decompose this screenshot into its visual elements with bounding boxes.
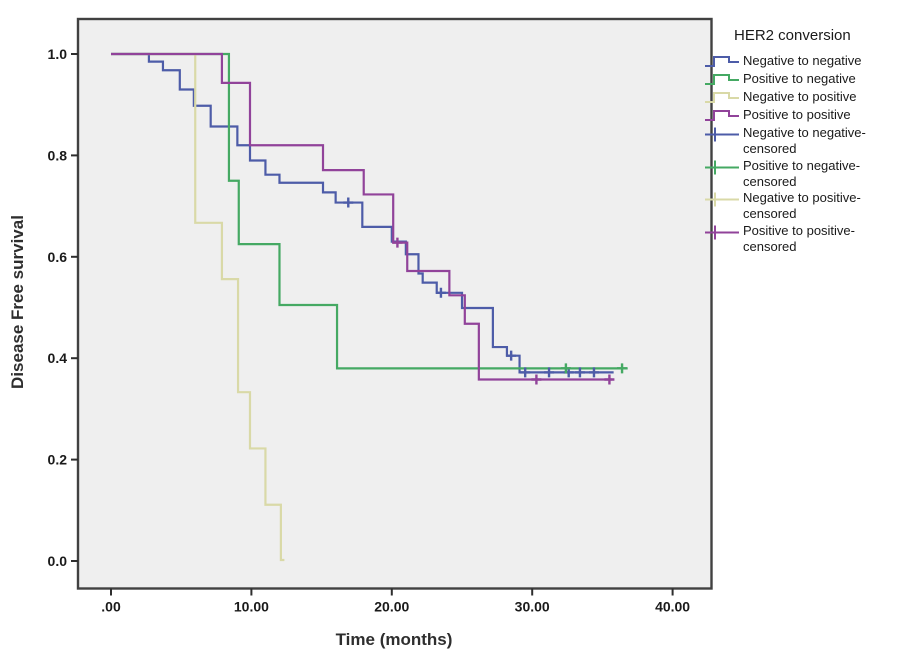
censor-mark-positive-to-positive [392, 237, 403, 248]
legend-item-label: Positive to positive-censored [743, 223, 855, 255]
censor-mark-positive-to-negative [617, 363, 628, 374]
legend-step-line-icon [705, 92, 739, 103]
y-tick-label: 0.0 [48, 553, 68, 569]
censor-mark-negative-to-negative [506, 350, 517, 361]
legend-item-label: Positive to negative [743, 71, 856, 86]
legend: HER2 conversion Negative to negative Posi… [704, 27, 904, 256]
censor-mark-negative-to-negative [574, 367, 585, 378]
y-tick-label: 0.6 [48, 249, 68, 265]
legend-item-label: Negative to negative [743, 53, 862, 68]
legend-item-label: Negative to positive-censored [743, 190, 861, 222]
legend-item: Positive to negative [704, 71, 904, 88]
censor-mark-positive-to-positive [604, 374, 615, 385]
x-tick-label: 40.00 [655, 599, 690, 615]
plot-frame [76, 17, 713, 590]
x-tick-label: 30.00 [515, 599, 550, 615]
legend-item: Negative to negative [704, 53, 904, 70]
y-tick-label: 0.4 [48, 350, 68, 366]
legend-item-label: Negative to positive [743, 89, 857, 104]
legend-censored-plus-icon [705, 192, 739, 207]
legend-title: HER2 conversion [734, 27, 851, 44]
y-tick-label: 0.8 [48, 147, 68, 163]
legend-item-label: Positive to positive [743, 107, 851, 122]
km-curve-positive-to-negative [111, 52, 628, 370]
legend-item: Positive to positive-censored [704, 223, 904, 255]
legend-censored-plus-icon [705, 160, 739, 175]
legend-items: Negative to negative Positive to negative… [704, 53, 904, 255]
km-curve-negative-to-negative [111, 52, 614, 374]
y-axis-title: Disease Free survival [8, 215, 27, 389]
x-axis-title: Time (months) [335, 630, 453, 649]
censor-mark-negative-to-negative [435, 287, 446, 298]
censor-mark-negative-to-negative [520, 367, 531, 378]
legend-item: Positive to negative-censored [704, 158, 904, 190]
km-curve-negative-to-positive [111, 52, 285, 562]
y-tick-label: 0.2 [48, 452, 68, 468]
legend-censored-plus-icon [705, 127, 739, 142]
censor-mark-negative-to-negative [343, 197, 354, 208]
y-tick-label: 1.0 [48, 46, 68, 62]
legend-step-line-icon [705, 56, 739, 67]
legend-item: Negative to positive-censored [704, 190, 904, 222]
legend-censored-plus-icon [705, 225, 739, 240]
x-tick-label: .00 [101, 599, 121, 615]
legend-item: Positive to positive [704, 107, 904, 124]
km-curve-positive-to-positive [111, 52, 613, 381]
legend-item-label: Negative to negative-censored [743, 125, 866, 156]
legend-step-line-icon [705, 110, 739, 121]
censor-mark-negative-to-negative [588, 367, 599, 378]
legend-item: Negative to negative-censored [704, 125, 904, 157]
legend-item: Negative to positive [704, 89, 904, 106]
censor-mark-positive-to-negative [560, 363, 571, 374]
censor-mark-negative-to-negative [544, 367, 555, 378]
legend-item-label: Positive to negative-censored [743, 157, 861, 189]
censor-mark-positive-to-positive [531, 374, 542, 385]
legend-step-line-icon [705, 74, 739, 85]
x-tick-label: 20.00 [374, 599, 409, 615]
x-tick-label: 10.00 [234, 599, 269, 615]
